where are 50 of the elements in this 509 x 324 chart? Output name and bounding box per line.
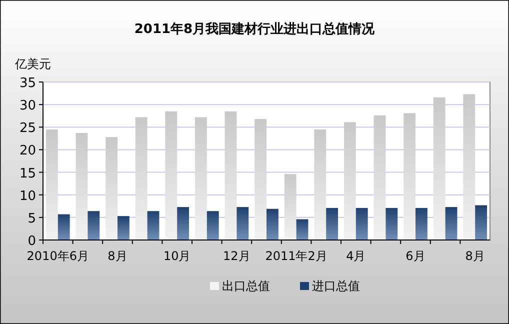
bar [433, 97, 446, 240]
bar [236, 207, 249, 240]
y-tick-label: 5 [28, 211, 36, 226]
legend-label: 进口总值 [312, 279, 360, 293]
bar [194, 117, 207, 240]
x-tick-label: 4月 [346, 249, 366, 263]
bar [135, 117, 148, 240]
chart-title: 2011年8月我国建材行业进出口总值情况 [134, 21, 376, 37]
x-tick-label: 8月 [108, 249, 128, 263]
bar [266, 208, 278, 240]
x-tick-label: 12月 [223, 249, 250, 263]
bar [356, 208, 368, 240]
y-tick-label: 30 [19, 98, 36, 114]
x-tick-label: 6月 [406, 249, 426, 263]
bar [206, 211, 219, 240]
bar [416, 208, 428, 240]
bar [177, 207, 190, 240]
bar [445, 207, 458, 240]
y-tick-label: 15 [19, 166, 36, 182]
legend-label: 出口总值 [222, 279, 270, 293]
bar [58, 214, 70, 240]
bar [118, 216, 130, 240]
bar [224, 111, 237, 240]
x-tick-label: 8月 [465, 249, 485, 263]
x-tick-label: 2010年6月 [26, 249, 89, 263]
bar [106, 137, 118, 240]
bar [314, 129, 326, 240]
bar [326, 208, 338, 240]
y-tick-label: 0 [28, 234, 36, 249]
y-axis-title: 亿美元 [14, 57, 51, 71]
y-tick-label: 20 [19, 144, 36, 159]
bar [475, 205, 488, 240]
bar [88, 211, 100, 240]
bar [404, 113, 416, 240]
bar [165, 111, 178, 240]
x-tick-label: 10月 [163, 249, 191, 263]
bar [386, 208, 398, 240]
bar [254, 119, 266, 240]
bar [76, 133, 88, 240]
y-tick-label: 25 [19, 121, 36, 136]
bar [344, 122, 356, 240]
bar [284, 174, 296, 240]
bar [374, 115, 386, 240]
bar [147, 211, 160, 240]
y-tick-label: 10 [19, 188, 36, 204]
bar [296, 219, 308, 240]
bar [46, 129, 58, 240]
x-tick-label: 2011年2月 [265, 249, 328, 263]
bar [463, 94, 476, 240]
y-tick-label: 35 [19, 76, 36, 91]
